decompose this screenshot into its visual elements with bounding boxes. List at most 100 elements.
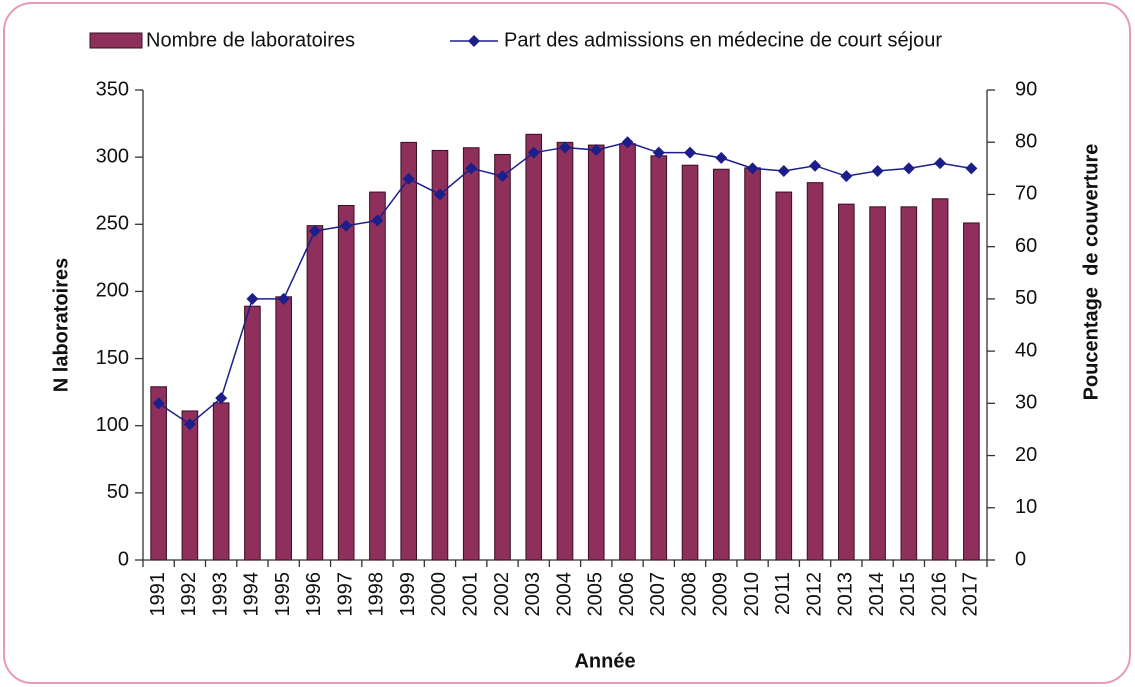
x-tick-label: 1998 xyxy=(366,572,388,617)
marker xyxy=(965,162,978,175)
marker xyxy=(715,151,728,164)
x-tick-label: 1991 xyxy=(147,572,169,617)
x-tick-label: 1995 xyxy=(272,572,294,617)
y-tick-label: 300 xyxy=(96,145,129,167)
marker xyxy=(308,225,321,237)
bar xyxy=(900,206,918,561)
bar xyxy=(963,222,980,561)
marker xyxy=(246,292,259,305)
bar xyxy=(712,168,730,561)
bar xyxy=(431,149,449,561)
marker xyxy=(465,162,478,175)
x-tick-label: 2008 xyxy=(678,572,700,617)
x-tick-label: 2014 xyxy=(866,572,888,617)
bar xyxy=(650,155,668,561)
bar xyxy=(462,147,480,561)
x-tick-label: 2000 xyxy=(428,572,450,617)
marker xyxy=(152,397,165,410)
legend-label: Part des admissions en médecine de court… xyxy=(504,29,942,51)
bar xyxy=(806,182,824,561)
bar xyxy=(587,144,605,561)
marker xyxy=(934,157,947,170)
marker xyxy=(433,188,446,201)
x-tick-label: 2007 xyxy=(647,572,669,617)
x-tick-label: 2001 xyxy=(460,572,482,617)
y2-tick-label: 0 xyxy=(1015,548,1026,570)
bar xyxy=(556,141,574,561)
y2-tick-label: 70 xyxy=(1015,183,1037,205)
x-tick-label: 2015 xyxy=(897,572,919,617)
x-axis-title: Année xyxy=(574,650,635,672)
x-tick-label: 1992 xyxy=(178,572,200,617)
marker xyxy=(277,292,290,305)
y2-tick-label: 40 xyxy=(1015,339,1037,361)
marker xyxy=(684,146,697,159)
y-tick-label: 50 xyxy=(107,481,129,503)
y2-axis-title: Poucentage de couverture xyxy=(1080,144,1102,401)
marker xyxy=(652,146,665,159)
bar xyxy=(744,167,761,561)
x-tick-label: 2002 xyxy=(491,572,513,617)
x-tick-label: 2006 xyxy=(616,572,638,617)
y2-tick-label: 60 xyxy=(1015,235,1037,257)
y2-tick-label: 30 xyxy=(1015,392,1037,414)
bar xyxy=(494,153,511,561)
bar xyxy=(681,164,699,561)
x-tick-label: 1997 xyxy=(334,572,356,617)
marker xyxy=(777,164,790,177)
bar xyxy=(619,143,636,561)
marker xyxy=(840,170,853,183)
y2-tick-label: 50 xyxy=(1015,287,1037,309)
marker xyxy=(590,144,603,157)
marker xyxy=(527,146,540,159)
y-tick-label: 100 xyxy=(96,414,129,436)
x-tick-label: 1999 xyxy=(397,572,419,617)
x-tick-label: 2016 xyxy=(928,572,950,617)
y-tick-label: 150 xyxy=(96,347,129,369)
bar xyxy=(337,204,355,561)
legend-label: Nombre de laboratoires xyxy=(146,29,355,51)
y-tick-label: 200 xyxy=(96,280,129,302)
legend-swatch xyxy=(89,32,143,49)
y2-tick-label: 90 xyxy=(1015,78,1037,100)
x-tick-label: 1994 xyxy=(241,572,263,617)
x-tick-label: 2004 xyxy=(553,572,575,617)
bar xyxy=(775,191,793,561)
bar xyxy=(838,203,855,561)
marker xyxy=(809,159,822,172)
bar xyxy=(931,198,949,561)
x-tick-label: 2005 xyxy=(585,572,607,617)
marker xyxy=(402,172,415,185)
x-tick-label: 1996 xyxy=(303,572,325,617)
marker xyxy=(371,214,384,227)
x-tick-label: 2003 xyxy=(522,572,544,617)
marker xyxy=(902,162,915,175)
bar xyxy=(525,133,543,561)
bar xyxy=(400,141,418,561)
x-tick-label: 2012 xyxy=(803,572,825,617)
marker xyxy=(559,141,571,154)
marker xyxy=(183,418,196,431)
bar xyxy=(212,402,230,561)
x-tick-label: 2017 xyxy=(960,572,982,617)
bar xyxy=(275,296,292,561)
marker xyxy=(496,170,509,183)
x-tick-label: 2011 xyxy=(772,572,794,615)
y-tick-label: 350 xyxy=(96,78,129,100)
bar xyxy=(244,305,261,561)
bar xyxy=(869,206,886,561)
bar xyxy=(306,225,324,561)
y-tick-label: 250 xyxy=(96,213,129,235)
x-tick-label: 2009 xyxy=(710,572,732,617)
x-tick-label: 1993 xyxy=(209,572,231,617)
y2-tick-label: 20 xyxy=(1015,444,1037,466)
x-tick-label: 2013 xyxy=(835,572,857,617)
marker xyxy=(215,392,228,405)
y2-tick-label: 80 xyxy=(1015,131,1037,153)
x-tick-label: 2010 xyxy=(741,572,763,617)
marker xyxy=(621,136,634,149)
marker xyxy=(746,162,759,175)
y-axis-title: N laboratoires xyxy=(50,258,72,392)
y-tick-label: 0 xyxy=(118,548,129,570)
